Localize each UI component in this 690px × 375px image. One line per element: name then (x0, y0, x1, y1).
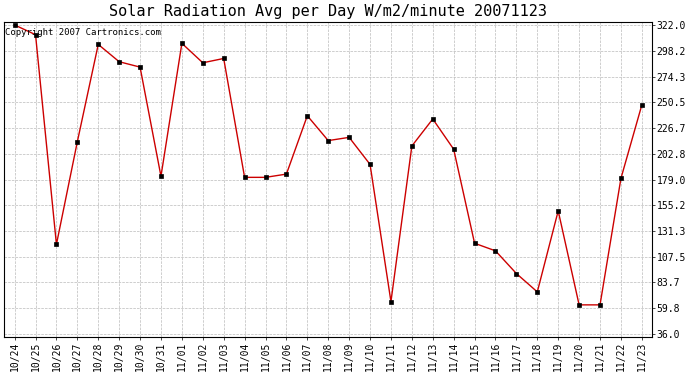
Title: Solar Radiation Avg per Day W/m2/minute 20071123: Solar Radiation Avg per Day W/m2/minute … (109, 4, 547, 19)
Text: Copyright 2007 Cartronics.com: Copyright 2007 Cartronics.com (6, 28, 161, 37)
